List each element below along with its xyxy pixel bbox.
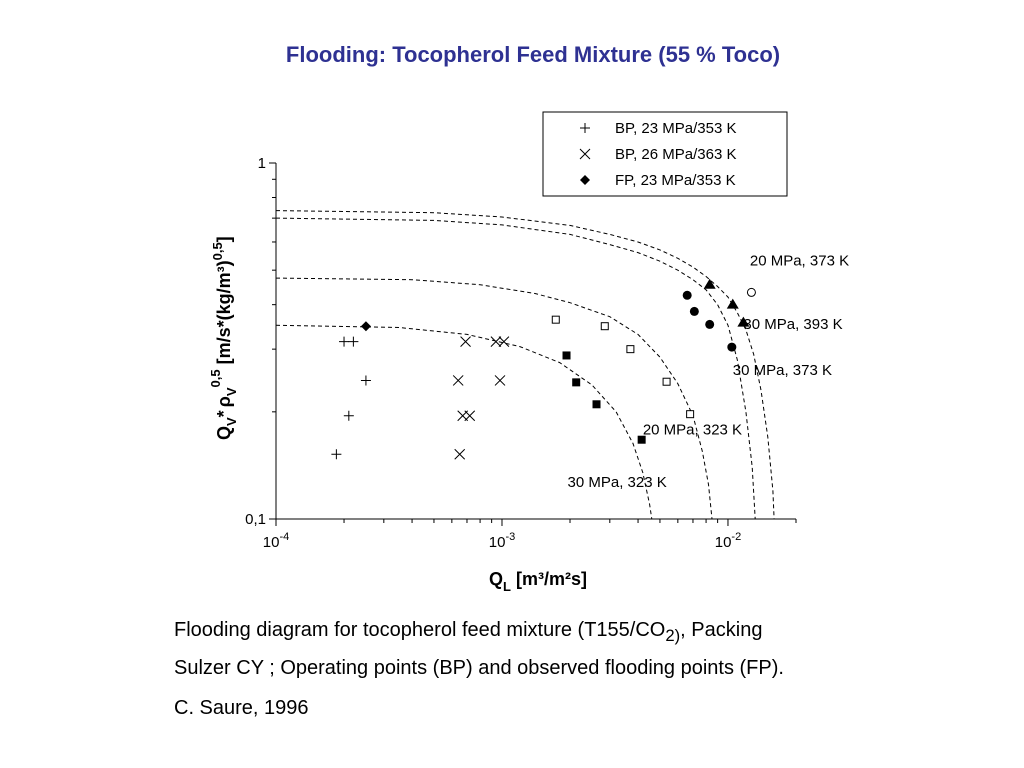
data-point-x bbox=[498, 336, 510, 347]
data-point-square-filled bbox=[572, 378, 581, 387]
data-point-diamond bbox=[360, 321, 371, 332]
data-point-triangle-filled bbox=[703, 278, 716, 289]
caption-line-1: Flooding diagram for tocopherol feed mix… bbox=[174, 614, 974, 652]
slide-title: Flooding: Tocopherol Feed Mixture (55 % … bbox=[285, 42, 781, 67]
curve-label: 20 MPa, 373 K bbox=[750, 253, 849, 270]
curve-labels: 20 MPa, 373 K 30 MPa, 393 K 30 MPa, 373 K 2… bbox=[568, 253, 850, 491]
data-point-x bbox=[494, 375, 506, 386]
curve-label: 30 MPa, 373 K bbox=[733, 362, 832, 379]
legend-marker-plus bbox=[580, 123, 590, 133]
legend-label: BP, 23 MPa/353 K bbox=[615, 120, 736, 137]
data-point-plus bbox=[343, 410, 354, 421]
data-point-square-filled bbox=[562, 351, 571, 360]
data-point-square-open bbox=[662, 377, 671, 386]
data-point-square-open bbox=[626, 345, 635, 354]
figure-caption: Flooding diagram for tocopherol feed mix… bbox=[174, 614, 974, 724]
x-tick-label: 10-3 bbox=[489, 531, 515, 551]
x-axis-label-sub: L bbox=[503, 579, 511, 594]
data-point-x bbox=[454, 448, 466, 460]
y-axis-label-sup: 0,5 bbox=[208, 369, 223, 387]
data-point-square-filled bbox=[592, 400, 601, 409]
caption-line-2: Sulzer CY ; Operating points (BP) and ob… bbox=[174, 657, 784, 679]
y-axis-label-sub1: V bbox=[224, 417, 239, 426]
y-axis-label-q: Q bbox=[214, 426, 234, 440]
legend-marker-x bbox=[579, 148, 591, 160]
caption-line-1-sub: 2) bbox=[665, 626, 681, 645]
y-axis-label-star: * bbox=[214, 410, 234, 417]
x-axis-label: QL [m³/m²s] bbox=[489, 569, 587, 594]
y-tick-label: 1 bbox=[258, 155, 266, 172]
axes: 1 0,1 10-4 10-3 10-2 bbox=[245, 155, 797, 551]
data-point-circle-filled bbox=[682, 290, 692, 300]
curve-label: 30 MPa, 323 K bbox=[568, 474, 667, 491]
data-points bbox=[331, 278, 756, 460]
x-tick-label: 10-2 bbox=[715, 531, 741, 551]
y-axis-label-unit: [m/s*(kg/m³) bbox=[214, 260, 234, 369]
caption-line-1-prefix: Flooding diagram for tocopherol feed mix… bbox=[174, 619, 666, 641]
flooding-chart: 1 0,1 10-4 10-3 10-2 20 MPa, 373 K 30 MPa, 39… bbox=[208, 111, 850, 594]
x-axis-label-unit: [m³/m²s] bbox=[511, 569, 587, 589]
y-axis-label-sub2: V bbox=[224, 387, 239, 396]
x-tick-label: 10-4 bbox=[263, 531, 289, 551]
data-point-square-filled bbox=[637, 435, 646, 444]
flooding-curve bbox=[275, 277, 713, 520]
data-point-circle-filled bbox=[705, 319, 715, 329]
data-point-x bbox=[452, 375, 464, 386]
legend-label: BP, 26 MPa/363 K bbox=[615, 146, 736, 163]
flooding-curve bbox=[275, 217, 756, 520]
curve-label: 30 MPa, 393 K bbox=[743, 316, 842, 333]
y-tick-label: 0,1 bbox=[245, 511, 266, 528]
data-point-circle-open bbox=[746, 287, 756, 297]
curve-label: 20 MPa, 323 K bbox=[643, 421, 742, 438]
data-point-x bbox=[460, 336, 471, 347]
y-axis-label: QV*ρV0,5 [m/s*(kg/m³)0,5] bbox=[208, 236, 239, 440]
data-point-square-open bbox=[551, 315, 560, 324]
data-point-plus bbox=[348, 336, 359, 347]
data-point-triangle-filled bbox=[737, 316, 750, 327]
y-axis-label-unit-sup: 0,5 bbox=[210, 242, 225, 260]
data-point-x bbox=[490, 336, 502, 347]
data-point-square-open bbox=[686, 410, 695, 419]
legend-label: FP, 23 MPa/353 K bbox=[615, 172, 736, 189]
data-point-x bbox=[457, 410, 469, 422]
data-point-circle-filled bbox=[689, 306, 699, 316]
legend-marker-diamond bbox=[580, 175, 590, 185]
caption-line-1-suffix: , Packing bbox=[680, 619, 763, 641]
data-point-plus bbox=[331, 449, 342, 460]
data-point-square-open bbox=[600, 322, 609, 331]
data-point-circle-filled bbox=[727, 342, 737, 352]
y-axis-label-rho: ρ bbox=[214, 396, 234, 407]
y-axis-label-unit-end: ] bbox=[214, 236, 234, 242]
data-point-plus bbox=[360, 375, 371, 386]
x-axis-label-main: Q bbox=[489, 569, 503, 589]
flooding-curve bbox=[275, 210, 775, 520]
data-point-plus bbox=[339, 336, 350, 347]
legend: BP, 23 MPa/353 K BP, 26 MPa/363 K FP, 23 M… bbox=[542, 111, 788, 197]
data-point-triangle-filled bbox=[726, 298, 739, 309]
caption-source: C. Saure, 1996 bbox=[174, 697, 309, 719]
flooding-curve bbox=[275, 324, 653, 520]
flooding-curves bbox=[275, 210, 775, 520]
